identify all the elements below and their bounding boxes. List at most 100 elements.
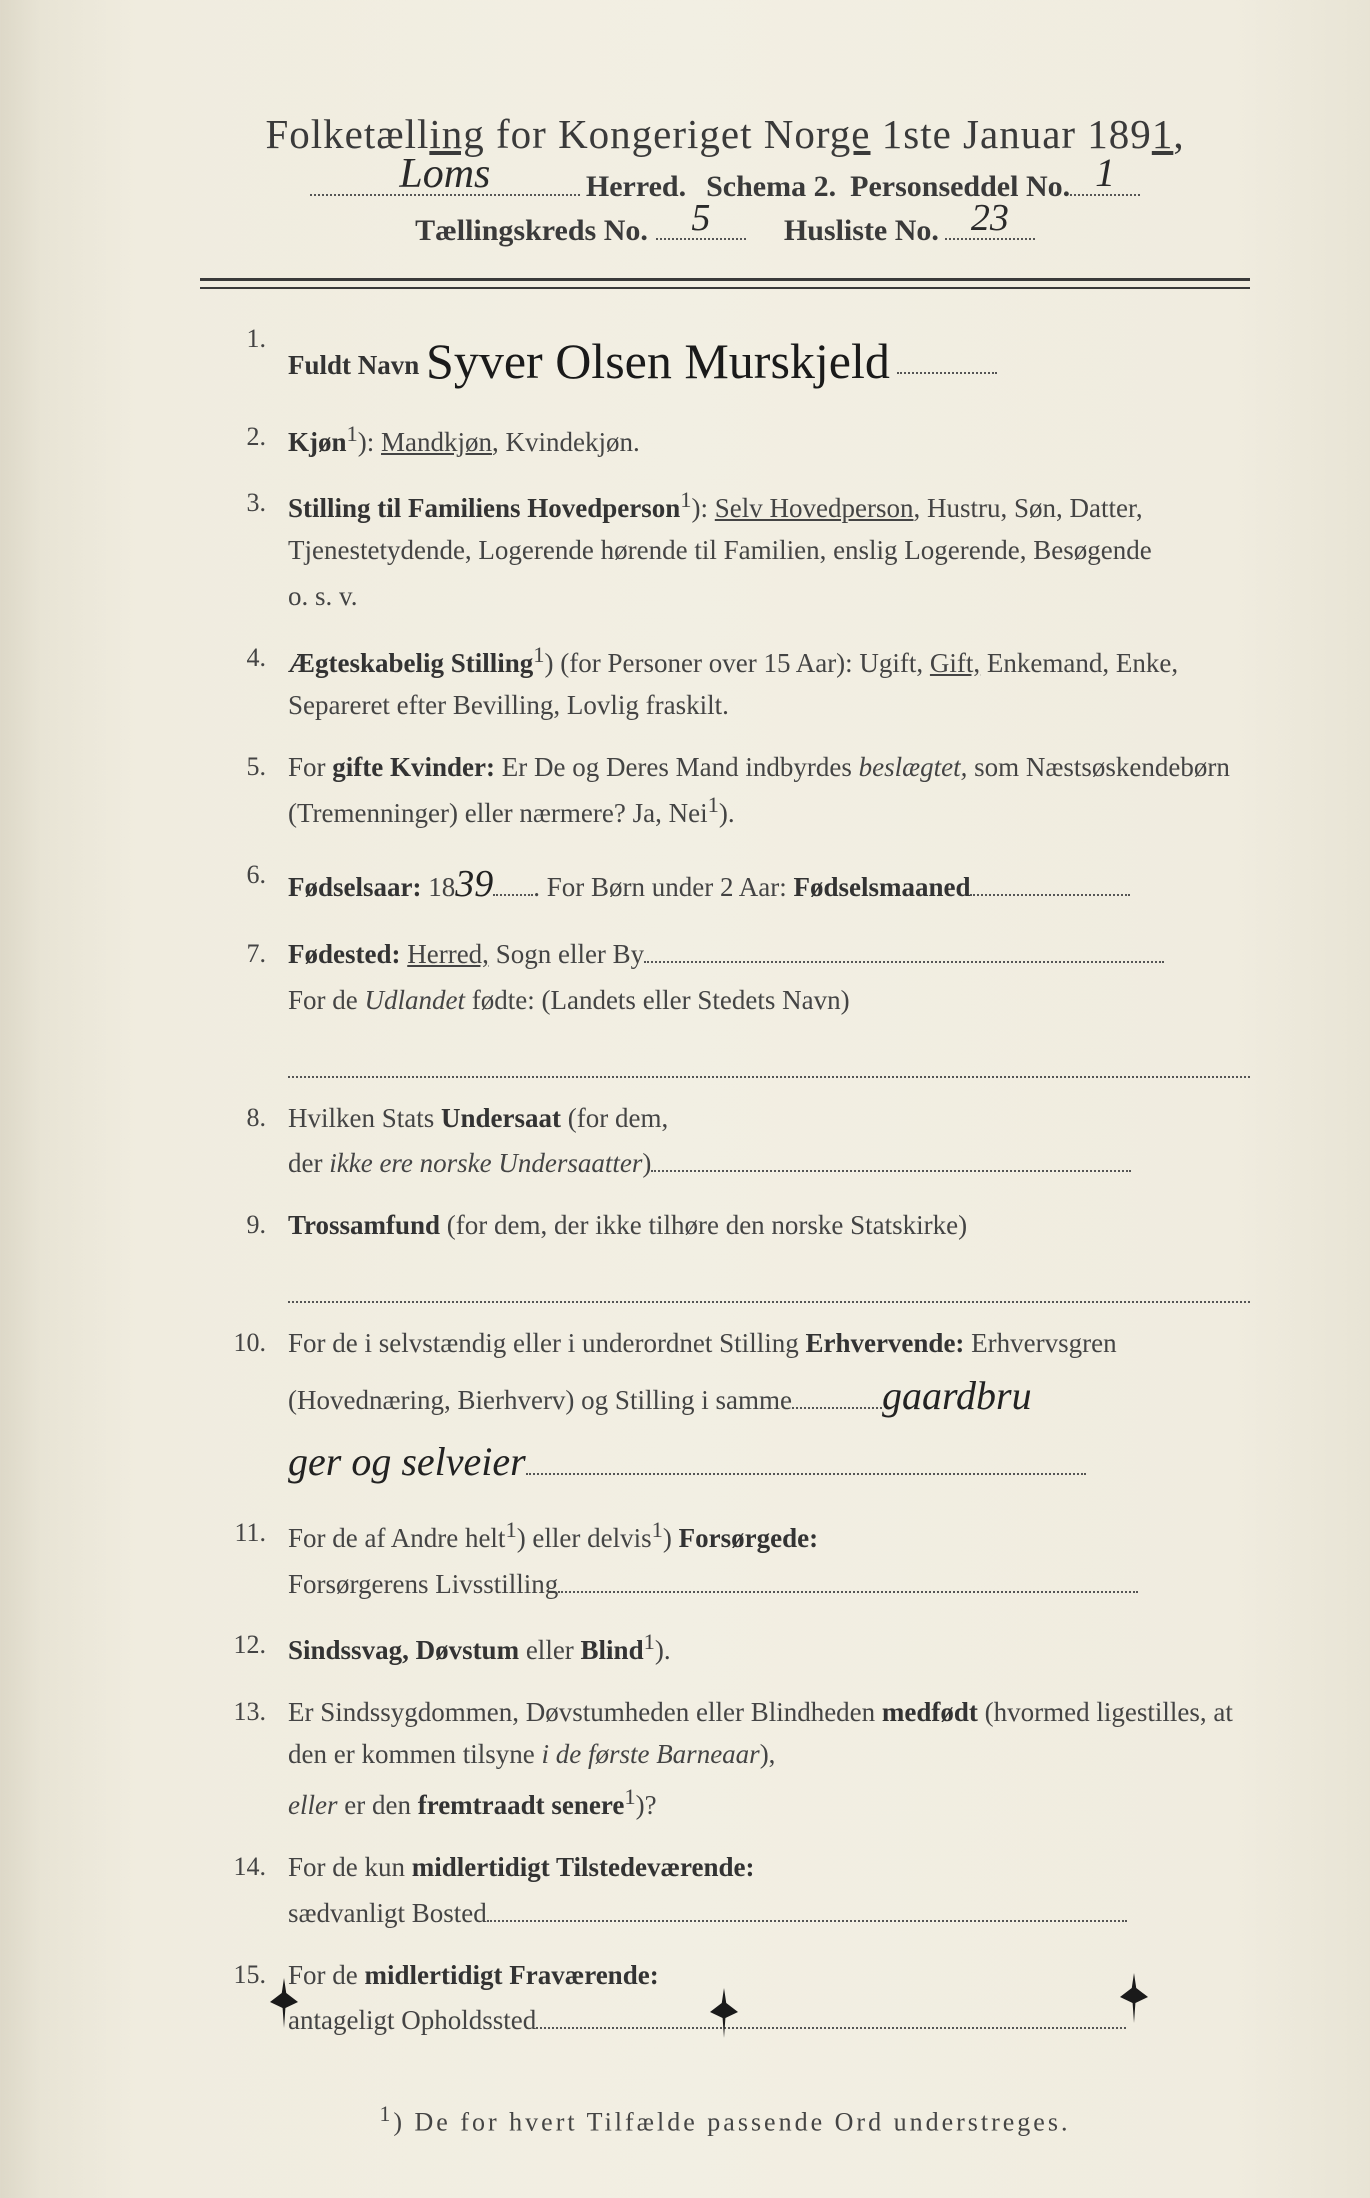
field-label: midlertidigt Fraværende: [365,1960,659,1990]
item-number: 11. [220,1513,288,1553]
text: Sogn eller By [489,939,644,969]
sub-line: antageligt Opholdssted [288,2000,1250,2042]
text: sædvanligt Bosted [288,1898,487,1928]
text: fødte: (Landets eller Stedets Navn) [465,985,850,1015]
text: eller [519,1635,580,1665]
italic-text: Udlandet [365,985,466,1015]
option-selected: Selv Hovedperson [715,493,914,523]
item-body: Kjøn1): Mandkjøn, Kvindekjøn. [288,417,1250,464]
option-selected: Herred, [407,939,489,969]
item-12: 12. Sindssvag, Døvstum eller Blind1). [220,1625,1250,1672]
item-body: Fødested: Herred, Sogn eller By For de U… [288,934,1250,1077]
item-body: For de i selvstændig eller i underordnet… [288,1323,1250,1493]
item-number: 4. [220,638,288,678]
field-label: fremtraadt senere [418,1790,625,1820]
dotted-full-line [288,1265,1250,1303]
form-items: 1. Fuldt Navn Syver Olsen Murskjeld 2. K… [200,319,1250,2042]
title-part: ge [830,111,871,157]
text: ) [642,1148,651,1178]
dotted [493,894,533,896]
sub-line: sædvanligt Bosted [288,1893,1250,1935]
taellingskreds-field: 5 [656,238,746,240]
item-number: 6. [220,855,288,895]
field-label: gifte Kvinder: [332,752,495,782]
item-number: 12. [220,1625,288,1665]
text: )? [636,1790,657,1820]
text: For de [288,1960,365,1990]
item-14: 14. For de kun midlertidigt Tilstedevære… [220,1847,1250,1935]
item-number: 3. [220,483,288,523]
text: For de i selvstændig eller i underordnet… [288,1328,805,1358]
text: der [288,1148,329,1178]
field-label: midlertidigt Tilstedeværende: [412,1852,755,1882]
personseddel-label: Personseddel No. [850,170,1070,204]
item-number: 14. [220,1847,288,1887]
item-9: 9. Trossamfund (for dem, der ikke tilhør… [220,1205,1250,1303]
item-number: 15. [220,1955,288,1995]
dotted [651,1170,1131,1172]
footnote-ref: 1 [644,1629,655,1654]
sub-line: For de Udlandet fødte: (Landets eller St… [288,980,1250,1022]
item-number: 13. [220,1692,288,1732]
item-number: 2. [220,417,288,457]
field-label: Sindssvag, Døvstum [288,1635,519,1665]
item-2: 2. Kjøn1): Mandkjøn, Kvindekjøn. [220,417,1250,464]
birth-year-handwritten: 39 [455,863,493,905]
item-10: 10. For de i selvstændig eller i underor… [220,1323,1250,1493]
italic-text: beslægtet, [859,752,968,782]
item-body: For de af Andre helt1) eller delvis1) Fo… [288,1513,1250,1606]
schema-label: Schema 2. [706,170,836,204]
footnote-ref: 1 [624,1784,635,1809]
occupation-hw-2: ger og selveier [288,1439,526,1484]
italic-text: i de første Barneaar [541,1739,759,1769]
text: For [288,752,332,782]
item-body: Ægteskabelig Stilling1) (for Personer ov… [288,638,1250,727]
item-number: 7. [220,934,288,974]
herred-handwritten: Loms [399,150,490,198]
dotted [558,1591,1138,1593]
herred-field: Loms [310,194,580,196]
text: ): [358,427,381,457]
footnote-ref: 1 [505,1517,516,1542]
item-body: Er Sindssygdommen, Døvstumheden eller Bl… [288,1692,1250,1827]
footnote-ref: 1 [708,792,719,817]
sub-line: eller er den fremtraadt senere1)? [288,1780,1250,1827]
item-number: 1. [220,319,288,359]
item-body: Trossamfund (for dem, der ikke tilhøre d… [288,1205,1250,1303]
field-label: Ægteskabelig Stilling [288,648,533,678]
field-label: Fødselsmaaned [793,872,970,902]
item-body: Fuldt Navn Syver Olsen Murskjeld [288,319,1250,397]
herred-label: Herred. [586,170,686,204]
item-7: 7. Fødested: Herred, Sogn eller By For d… [220,934,1250,1077]
text: Er Sindssygdommen, Døvstumheden eller Bl… [288,1697,882,1727]
footnote-ref: 1 [652,1517,663,1542]
item-5: 5. For gifte Kvinder: Er De og Deres Man… [220,747,1250,836]
item-13: 13. Er Sindssygdommen, Døvstumheden elle… [220,1692,1250,1827]
item-8: 8. Hvilken Stats Undersaat (for dem, der… [220,1098,1250,1186]
item-body: Stilling til Familiens Hovedperson1): Se… [288,483,1250,618]
field-label: Forsørgede: [679,1523,818,1553]
taellingskreds-label: Tællingskreds No. [415,214,648,248]
field-label: Kjøn [288,427,347,457]
text: ). [655,1635,671,1665]
text: Hvilken Stats [288,1103,441,1133]
field-label: Stilling til Familiens Hovedperson [288,493,680,523]
dotted [487,1920,1127,1922]
text: ) eller delvis [517,1523,652,1553]
field-label: Fødselsaar: [288,872,421,902]
text: antageligt Opholdssted [288,2005,536,2035]
dotted [644,961,1164,963]
title-year: 1 [1152,111,1174,157]
text: ). [719,798,735,828]
title-part: for Kongeriget Nor [485,111,830,157]
field-label: medfødt [882,1697,978,1727]
text: 18 [421,872,455,902]
text: er den [337,1790,417,1820]
dotted [970,894,1130,896]
text: (for dem, der ikke tilhøre den norske St… [440,1210,967,1240]
item-15: 15. For de midlertidigt Fraværende: anta… [220,1955,1250,2043]
item-4: 4. Ægteskabelig Stilling1) (for Personer… [220,638,1250,727]
item-6: 6. Fødselsaar: 1839. For Børn under 2 Aa… [220,855,1250,914]
text: For de [288,985,365,1015]
sub-line: ger og selveier [288,1431,1250,1493]
